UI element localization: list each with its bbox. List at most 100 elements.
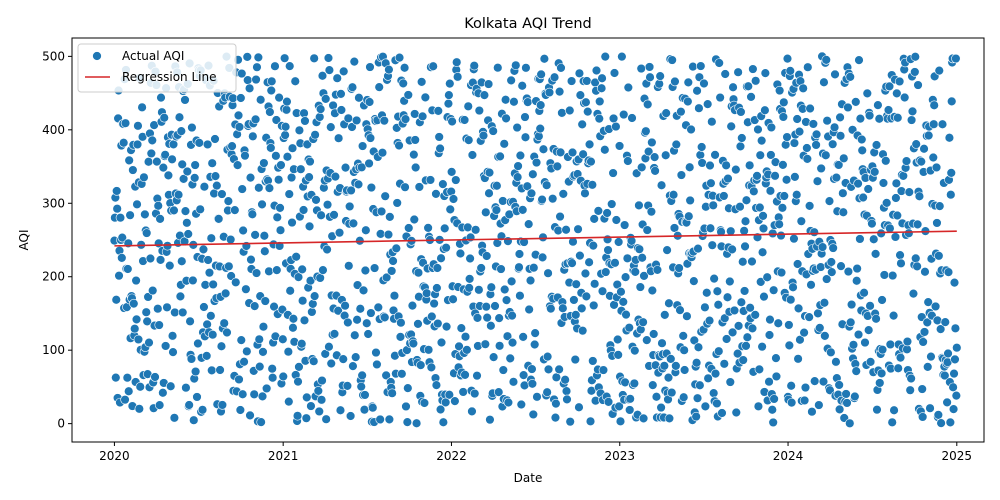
scatter-point bbox=[651, 392, 662, 402]
scatter-point bbox=[549, 72, 560, 82]
scatter-point bbox=[588, 356, 598, 366]
scatter-point bbox=[344, 261, 354, 271]
scatter-point bbox=[236, 335, 246, 345]
scatter-point bbox=[577, 325, 588, 336]
scatter-point bbox=[561, 386, 572, 396]
scatter-point bbox=[792, 259, 803, 269]
scatter-point bbox=[450, 396, 460, 406]
scatter-point bbox=[307, 307, 317, 317]
scatter-point bbox=[279, 53, 290, 63]
scatter-point bbox=[692, 393, 703, 403]
scatter-point bbox=[768, 417, 778, 428]
scatter-point bbox=[755, 150, 765, 160]
scatter-point bbox=[887, 417, 897, 428]
scatter-point bbox=[551, 372, 562, 382]
scatter-point bbox=[676, 170, 687, 180]
scatter-point bbox=[345, 411, 356, 421]
scatter-point bbox=[565, 416, 575, 427]
scatter-point bbox=[245, 410, 255, 421]
scatter-point bbox=[773, 318, 783, 328]
scatter-point bbox=[433, 318, 443, 329]
scatter-point bbox=[760, 68, 771, 78]
scatter-point bbox=[364, 158, 374, 169]
scatter-point bbox=[702, 99, 713, 109]
scatter-point bbox=[163, 170, 174, 181]
scatter-point bbox=[313, 386, 324, 396]
scatter-point bbox=[521, 63, 531, 73]
scatter-point bbox=[488, 352, 499, 362]
scatter-point bbox=[582, 76, 592, 86]
scatter-point bbox=[603, 397, 614, 407]
scatter-point bbox=[496, 264, 506, 274]
scatter-point bbox=[278, 371, 288, 382]
scatter-point bbox=[153, 201, 163, 211]
scatter-point bbox=[876, 228, 886, 239]
scatter-point bbox=[343, 113, 354, 123]
scatter-point bbox=[333, 306, 343, 316]
scatter-point bbox=[530, 328, 540, 338]
scatter-point bbox=[296, 164, 306, 174]
scatter-point bbox=[896, 186, 907, 196]
scatter-point bbox=[750, 310, 760, 320]
scatter-point bbox=[455, 248, 466, 259]
scatter-point bbox=[372, 359, 382, 370]
scatter-point bbox=[602, 208, 612, 218]
scatter-point bbox=[813, 308, 823, 319]
scatter-point bbox=[745, 303, 755, 313]
scatter-point bbox=[247, 209, 258, 219]
scatter-point bbox=[821, 55, 831, 65]
scatter-point bbox=[859, 288, 869, 298]
scatter-point bbox=[822, 115, 832, 126]
scatter-point bbox=[809, 227, 819, 237]
scatter-point bbox=[397, 369, 407, 379]
scatter-point bbox=[452, 72, 463, 82]
scatter-point bbox=[219, 318, 229, 328]
scatter-point bbox=[678, 331, 688, 341]
scatter-point bbox=[748, 64, 758, 74]
scatter-point bbox=[226, 271, 236, 281]
scatter-point bbox=[155, 214, 165, 224]
scatter-point bbox=[643, 99, 653, 110]
scatter-point bbox=[492, 181, 502, 191]
scatter-point bbox=[827, 267, 837, 277]
scatter-point bbox=[943, 348, 953, 359]
scatter-point bbox=[305, 156, 315, 167]
scatter-point bbox=[577, 303, 587, 314]
scatter-point bbox=[911, 139, 921, 149]
scatter-point bbox=[666, 387, 677, 398]
scatter-point bbox=[254, 183, 264, 193]
scatter-point bbox=[448, 194, 459, 204]
scatter-point bbox=[130, 323, 140, 334]
scatter-point bbox=[566, 76, 577, 86]
scatter-point bbox=[243, 75, 253, 85]
scatter-point bbox=[907, 106, 918, 117]
scatter-point bbox=[309, 291, 320, 301]
scatter-point bbox=[411, 418, 422, 428]
scatter-point bbox=[614, 141, 625, 151]
scatter-point bbox=[620, 272, 631, 282]
scatter-point bbox=[481, 207, 491, 218]
scatter-point bbox=[326, 358, 336, 369]
scatter-point bbox=[334, 227, 345, 238]
scatter-point bbox=[255, 95, 266, 105]
scatter-point bbox=[898, 171, 908, 181]
scatter-point bbox=[756, 135, 767, 146]
scatter-point bbox=[923, 362, 933, 372]
scatter-point bbox=[444, 390, 455, 400]
scatter-point bbox=[785, 66, 795, 76]
scatter-point bbox=[177, 159, 187, 170]
scatter-point bbox=[142, 316, 152, 327]
scatter-point bbox=[528, 169, 538, 179]
scatter-point bbox=[841, 389, 851, 399]
scatter-point bbox=[578, 149, 588, 159]
scatter-point bbox=[735, 201, 745, 212]
scatter-point bbox=[265, 107, 275, 117]
scatter-point bbox=[863, 325, 874, 335]
scatter-point bbox=[294, 362, 304, 372]
scatter-point bbox=[553, 225, 563, 236]
scatter-point bbox=[682, 311, 692, 321]
scatter-point bbox=[380, 191, 390, 201]
scatter-point bbox=[254, 334, 264, 344]
scatter-point bbox=[855, 234, 865, 244]
scatter-point bbox=[365, 133, 376, 143]
